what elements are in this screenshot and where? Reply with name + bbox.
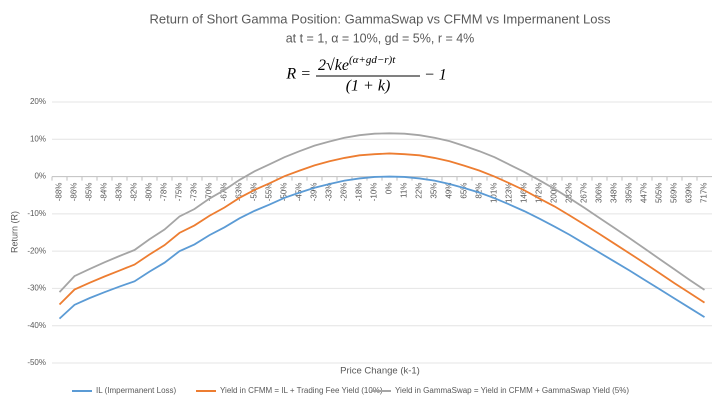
x-tick-label: 267% xyxy=(580,183,589,203)
x-tick-label: 82% xyxy=(475,183,484,199)
x-tick-label: -86% xyxy=(70,183,79,202)
x-tick-label: 123% xyxy=(505,183,514,203)
y-tick-label: 0% xyxy=(34,172,46,181)
x-tick-label: 447% xyxy=(640,183,649,203)
x-tick-label: -84% xyxy=(100,183,109,202)
x-tick-label: 22% xyxy=(415,183,424,199)
y-tick-label: -30% xyxy=(27,284,46,293)
x-tick-label: 146% xyxy=(520,183,529,203)
x-tick-label: -33% xyxy=(325,183,334,202)
x-tick-label: -39% xyxy=(310,183,319,202)
x-tick-label: 395% xyxy=(625,183,634,203)
x-tick-label: -88% xyxy=(55,183,64,202)
series-line xyxy=(58,175,705,320)
formula-tail: − 1 xyxy=(424,67,447,84)
x-tick-label: 505% xyxy=(655,183,664,203)
chart-title: Return of Short Gamma Position: GammaSwa… xyxy=(150,11,611,26)
y-tick-label: -10% xyxy=(27,209,46,218)
legend-label: Yield in CFMM = IL + Trading Fee Yield (… xyxy=(220,386,383,395)
chart-subtitle: at t = 1, α = 10%, gd = 5%, r = 4% xyxy=(286,31,475,45)
x-tick-label: 232% xyxy=(565,183,574,203)
x-tick-label: -55% xyxy=(265,183,274,202)
x-tick-label: 11% xyxy=(400,183,409,198)
x-tick-label: 101% xyxy=(490,183,499,203)
x-tick-label: 200% xyxy=(550,183,559,203)
y-tick-label: 20% xyxy=(30,97,46,106)
x-tick-label: -18% xyxy=(355,183,364,202)
x-tick-label: -75% xyxy=(175,183,184,202)
y-axis-title: Return (R) xyxy=(9,211,19,253)
x-tick-label: 172% xyxy=(535,183,544,203)
x-tick-label: -78% xyxy=(160,183,169,202)
x-tick-label: 348% xyxy=(610,183,619,203)
x-axis-title: Price Change (k-1) xyxy=(340,366,420,377)
x-tick-label: -26% xyxy=(340,183,349,202)
y-tick-label: -50% xyxy=(27,358,46,367)
x-tick-label: 0% xyxy=(385,183,394,195)
x-tick-label: -67% xyxy=(220,183,229,202)
x-tick-label: 717% xyxy=(700,183,709,203)
x-tick-label: -50% xyxy=(280,183,289,202)
legend-label: Yield in GammaSwap = Yield in CFMM + Gam… xyxy=(395,386,629,395)
legend-label: IL (Impermanent Loss) xyxy=(96,386,177,395)
formula-denominator: (1 + k) xyxy=(346,78,391,95)
x-tick-label: -80% xyxy=(145,183,154,202)
series-line xyxy=(58,132,706,293)
x-tick-label: 639% xyxy=(685,183,694,203)
y-tick-label: -40% xyxy=(27,321,46,330)
x-tick-label: 49% xyxy=(445,183,454,199)
formula-numerator-base: 2√ke xyxy=(318,57,349,74)
x-tick-label: -83% xyxy=(115,183,124,202)
x-tick-label: 65% xyxy=(460,183,469,199)
x-tick-label: -70% xyxy=(205,183,214,202)
formula-exponent: (α+gd−r)t xyxy=(349,54,396,66)
y-tick-label: 10% xyxy=(30,134,46,143)
x-tick-label: 569% xyxy=(670,183,679,203)
x-tick-label: -59% xyxy=(250,183,259,202)
x-tick-label: -10% xyxy=(370,183,379,202)
y-tick-label: -20% xyxy=(27,246,46,255)
formula-numerator: 2√ke(α+gd−r)t xyxy=(318,54,396,74)
series-line xyxy=(58,152,705,306)
x-tick-label: -63% xyxy=(235,183,244,202)
x-tick-label: -85% xyxy=(85,183,94,202)
formula-lhs: R = xyxy=(285,66,311,83)
x-tick-label: -73% xyxy=(190,183,199,202)
x-tick-label: 306% xyxy=(595,183,604,203)
x-tick-label: 35% xyxy=(430,183,439,199)
x-tick-label: -82% xyxy=(130,183,139,202)
